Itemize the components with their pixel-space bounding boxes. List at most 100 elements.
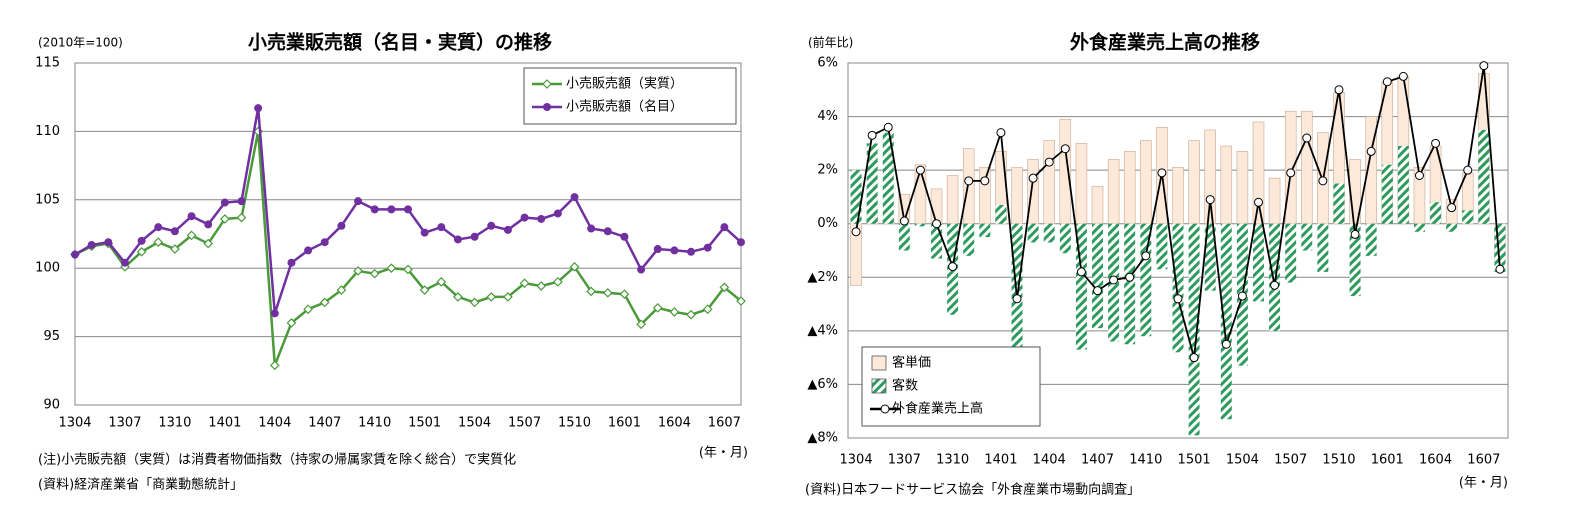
legend-label: 客単価: [892, 355, 931, 371]
bar: [1317, 223, 1329, 272]
bar: [931, 223, 943, 259]
note: (注)小売販売額（実質）は消費者物価指数（持家の帰属家賃を除く総合）で実質化: [38, 452, 516, 468]
point: [703, 243, 712, 252]
x-tick-label: 1504: [458, 416, 491, 431]
point: [687, 247, 696, 256]
bar: [1140, 223, 1152, 337]
point: [867, 130, 877, 140]
bar: [1301, 110, 1313, 225]
point: [270, 309, 279, 318]
point: [1093, 286, 1103, 296]
y-tick-label: ▲2%: [807, 270, 838, 285]
point: [320, 238, 329, 247]
bar: [1236, 151, 1249, 225]
y-tick-label: 95: [43, 329, 60, 344]
legend-label: 小売販売額（名目）: [566, 99, 683, 115]
bar: [1043, 223, 1055, 243]
bar: [1011, 167, 1023, 225]
point: [87, 240, 96, 249]
point: [1382, 77, 1392, 87]
point: [619, 289, 630, 300]
bar: [882, 132, 894, 224]
bar: [1156, 223, 1168, 270]
point: [915, 165, 925, 175]
bar: [1478, 129, 1490, 224]
bar: [1430, 202, 1442, 224]
bar: [1123, 151, 1136, 225]
point: [519, 278, 530, 289]
point: [1414, 171, 1424, 180]
point: [336, 285, 347, 295]
x-tick-label: 1307: [888, 453, 921, 468]
bar: [850, 170, 862, 224]
point: [720, 223, 729, 232]
point: [880, 404, 890, 414]
x-tick-label: 1304: [840, 453, 873, 468]
point: [737, 238, 745, 247]
y-axis-label: (前年比): [808, 35, 853, 50]
x-tick-label: 1510: [558, 416, 591, 431]
bar: [1140, 140, 1152, 225]
x-tick-label: 1310: [158, 416, 191, 431]
y-tick-label: 0%: [817, 216, 838, 231]
point: [1060, 144, 1070, 154]
point: [1318, 176, 1328, 186]
y-tick-label: 2%: [817, 163, 838, 178]
bar: [962, 148, 975, 225]
bar: [898, 223, 910, 251]
x-tick-label: 1310: [936, 453, 969, 468]
point: [1334, 85, 1344, 95]
y-tick-label: 110: [35, 124, 60, 139]
x-tick-label: 1601: [1371, 453, 1404, 468]
y-tick-label: 115: [35, 56, 60, 71]
point: [1270, 280, 1280, 290]
bar: [1107, 159, 1120, 225]
point: [602, 287, 613, 298]
point: [980, 176, 990, 186]
point: [636, 319, 646, 330]
point: [1286, 168, 1296, 178]
x-tick-label: 1501: [1178, 453, 1211, 468]
point: [570, 193, 579, 202]
point: [120, 258, 129, 267]
point: [236, 212, 247, 223]
legend-box: [861, 346, 1041, 427]
point: [469, 297, 480, 308]
legend-swatch: [871, 378, 887, 394]
point: [503, 225, 512, 234]
point: [1431, 138, 1441, 148]
point: [1125, 272, 1135, 282]
bar: [979, 167, 991, 225]
point: [1447, 203, 1457, 213]
point: [470, 232, 479, 241]
note: (資料)日本フードサービス協会「外食産業市場動向調査」: [805, 482, 1140, 498]
point: [186, 230, 197, 241]
point: [883, 122, 893, 132]
x-tick-label: 1401: [984, 453, 1017, 468]
x-axis-label: (年・月): [699, 446, 748, 461]
x-tick-label: 1507: [508, 416, 541, 431]
x-axis-label: (年・月): [1459, 476, 1508, 491]
point: [154, 223, 163, 232]
bar: [1075, 143, 1088, 225]
bar: [1285, 223, 1297, 283]
bar: [1333, 183, 1345, 224]
legend-label: 客数: [892, 378, 918, 394]
x-tick-label: 1407: [1081, 453, 1114, 468]
bar: [1220, 223, 1232, 420]
point: [319, 297, 330, 308]
bar: [1301, 223, 1313, 251]
point: [1495, 264, 1505, 274]
y-axis-label: (2010年=100): [38, 36, 123, 50]
point: [1463, 165, 1473, 175]
bar: [930, 188, 943, 225]
x-tick-label: 1607: [708, 416, 741, 431]
point: [542, 79, 552, 89]
point: [543, 103, 551, 111]
point: [1109, 275, 1119, 285]
x-tick-label: 1401: [208, 416, 241, 431]
bar: [1252, 121, 1265, 225]
point: [669, 307, 680, 317]
point: [1366, 146, 1376, 156]
